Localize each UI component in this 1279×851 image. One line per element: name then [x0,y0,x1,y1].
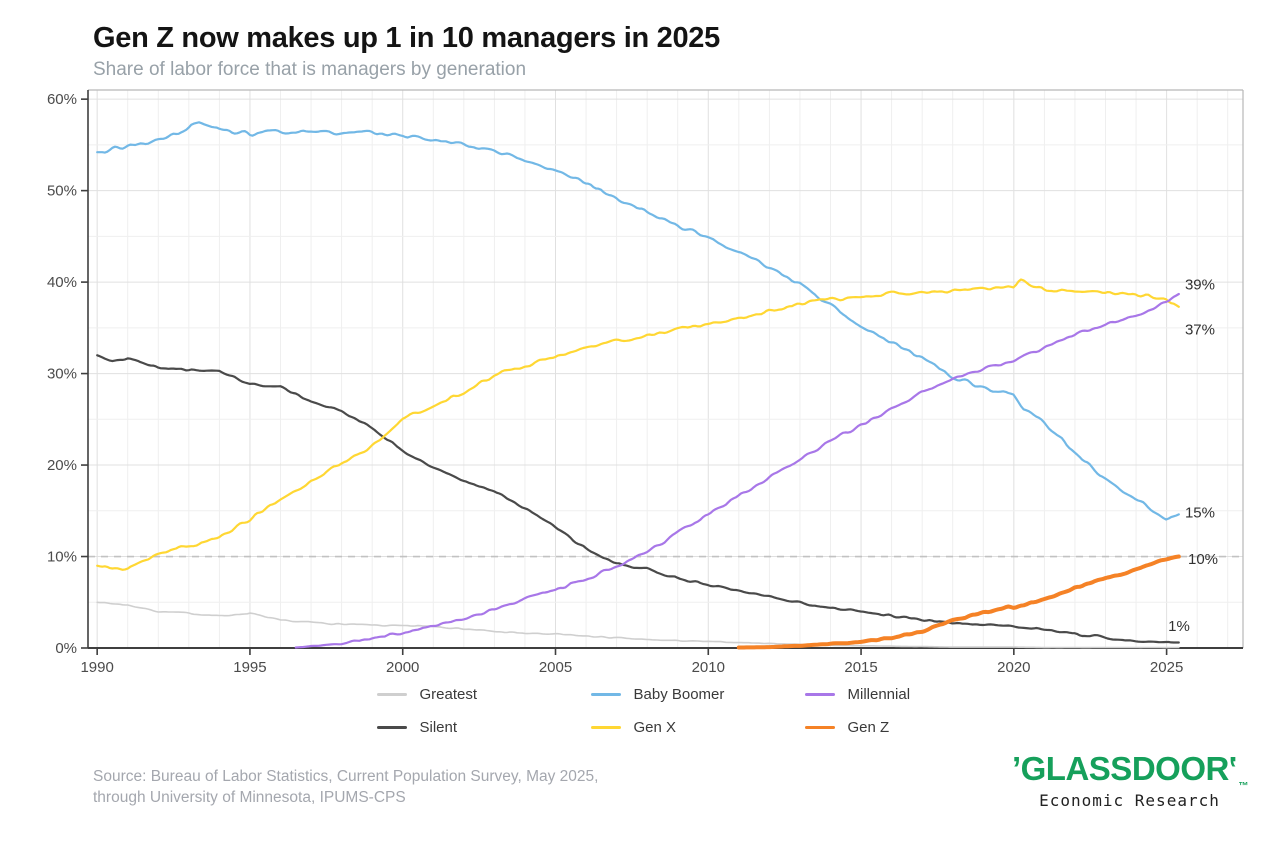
chart-subtitle: Share of labor force that is managers by… [93,59,527,80]
trademark-symbol: ™ [1238,781,1249,792]
series-line-silent [96,354,1180,644]
source-line-2: through University of Minnesota, IPUMS-C… [93,789,406,807]
series-line-gen-x [96,278,1180,571]
annotation-39-: 39% [1185,277,1215,294]
logo-open-quote-mark: ’ [1011,750,1021,787]
legend-label-silent: Silent [419,719,458,736]
legend-swatch-baby-boomer [590,693,621,696]
legend-label-greatest: Greatest [419,686,478,703]
axis-ticks-and-labels: 1990 1995 2000 2005 2010 2015 2020 2025 0% 10% 20%… [47,91,1183,676]
chart-title: Gen Z now makes up 1 in 10 managers in 2… [93,22,720,54]
glassdoor-logo: ’GLASSDOOR’™ [1011,750,1249,792]
legend-item-baby-boomer: Baby Boomer [590,686,741,703]
series-line-greatest [96,601,1180,649]
x-tick-label-2005: 2005 [539,659,572,676]
x-tick-label-1995: 1995 [233,659,266,676]
series-line-millennial [294,292,1180,649]
x-tick-label-2010: 2010 [692,659,725,676]
series-line-gen-z [736,554,1181,650]
legend-grid: Greatest Silent Baby Boomer Gen X Millennial… [376,686,955,736]
legend-swatch-gen-x [590,726,621,729]
y-tick-label-10: 10% [47,549,77,566]
legend-swatch-millennial [804,693,835,696]
legend-item-gen-z: Gen Z [804,719,955,736]
economic-research-label: Economic Research [1039,791,1220,810]
y-tick-label-40: 40% [47,274,77,291]
x-tick-label-1990: 1990 [80,659,113,676]
logo-close-quote-mark: ’ [1228,750,1238,787]
annotation-1-: 1% [1168,618,1190,635]
legend-swatch-silent [376,726,407,729]
legend-item-millennial: Millennial [804,686,955,703]
plot-area: 1990 1995 2000 2005 2010 2015 2020 2025 0% 10% 20%… [47,89,1244,676]
legend-item-greatest: Greatest [376,686,527,703]
legend-swatch-greatest [376,693,407,696]
annotation-37-: 37% [1185,322,1215,339]
y-tick-label-0: 0% [55,640,77,657]
y-tick-label-50: 50% [47,183,77,200]
gridlines [88,90,1243,648]
y-tick-label-30: 30% [47,366,77,383]
legend-label-baby-boomer: Baby Boomer [633,686,725,703]
glassdoor-brand: ’GLASSDOOR’™ Economic Research [1011,750,1249,810]
x-tick-label-2015: 2015 [844,659,877,676]
legend-item-silent: Silent [376,719,527,736]
series-line-baby-boomer [96,121,1180,521]
legend-label-gen-z: Gen Z [847,719,890,736]
x-tick-label-2020: 2020 [997,659,1030,676]
legend-swatch-gen-z [804,725,835,730]
source-line-1: Source: Bureau of Labor Statistics, Curr… [93,768,599,785]
series-group [96,121,1181,650]
x-tick-label-2000: 2000 [386,659,419,676]
x-tick-label-2025: 2025 [1150,659,1183,676]
annotation-15-: 15% [1185,504,1215,521]
legend-label-gen-x: Gen X [633,719,677,736]
legend-label-millennial: Millennial [847,686,911,703]
logo-wordmark-text: GLASSDOOR [1020,750,1230,787]
y-tick-label-60: 60% [47,91,77,108]
legend-item-gen-x: Gen X [590,719,741,736]
chart-legend: Greatest Silent Baby Boomer Gen X Millennial… [88,686,1243,736]
annotation-10-: 10% [1188,551,1218,568]
y-tick-label-20: 20% [47,457,77,474]
source-note: Source: Bureau of Labor Statistics, Curr… [93,766,598,809]
